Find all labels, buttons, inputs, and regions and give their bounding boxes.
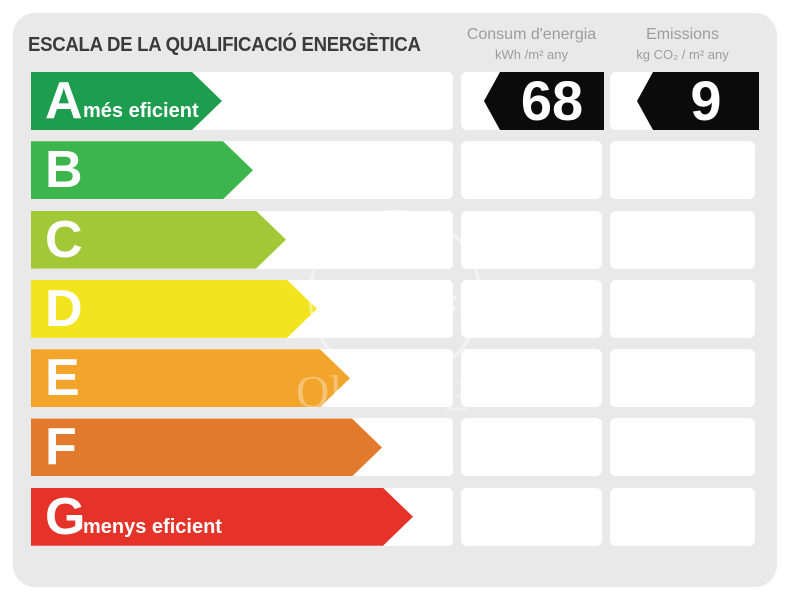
rating-letter: C [45,210,83,269]
emissions-cell [610,210,755,269]
rating-bar-d: D [31,280,317,338]
rating-row-g: G menys eficient [13,487,777,546]
rating-bar-a: A més eficient [31,72,222,130]
rating-letter: G [45,487,86,546]
consumption-cell [461,349,602,408]
rating-row-b: B [13,141,777,200]
consumption-header-unit: kWh /m² any [495,47,568,62]
rating-bar-f: F [31,418,382,476]
consumption-cell [461,279,602,338]
rating-row-a: A més eficient 68 9 [13,72,777,130]
consumption-cell [461,141,602,200]
chart-title: ESCALA DE LA QUALIFICACIÓ ENERGÈTICA [28,34,421,56]
rating-row-f: F [13,418,777,477]
consumption-cell [461,418,602,477]
emissions-header-unit: kg CO₂ / m² any [636,47,729,62]
rating-row-d: D [13,279,777,338]
emissions-cell [610,349,755,408]
emissions-value: 9 [690,69,722,132]
rating-bar-g: G menys eficient [31,488,413,546]
rating-bar-b: B [31,141,253,199]
emissions-cell [610,279,755,338]
rating-bar-caption: menys eficient [83,515,222,538]
rating-letter: D [45,279,83,338]
rating-rows: A més eficient 68 9 B [13,72,777,557]
emissions-header-label: Emissions [646,26,719,43]
rating-bar-c: C [31,211,286,269]
consumption-cell [461,487,602,546]
emissions-cell [610,487,755,546]
column-header-emissions: Emissions kg CO₂ / m² any [610,25,755,63]
rating-letter: A [45,72,83,130]
rating-bar-caption: més eficient [83,100,199,122]
consumption-value-badge: 68 [484,72,604,130]
consumption-cell [461,210,602,269]
emissions-value-badge: 9 [637,72,759,130]
consumption-value: 68 [520,69,584,132]
consumption-header-label: Consum d'energia [466,26,597,43]
rating-row-c: C [13,210,777,269]
column-header-consumption: Consum d'energia kWh /m² any [461,25,602,63]
rating-letter: F [45,418,77,477]
rating-row-e: E [13,349,777,408]
certificate-panel: ESCALA DE LA QUALIFICACIÓ ENERGÈTICA Con… [13,13,777,587]
emissions-cell [610,141,755,200]
emissions-cell [610,418,755,477]
rating-bar-e: E [31,349,350,407]
rating-letter: B [45,141,83,200]
rating-letter: E [45,349,80,408]
